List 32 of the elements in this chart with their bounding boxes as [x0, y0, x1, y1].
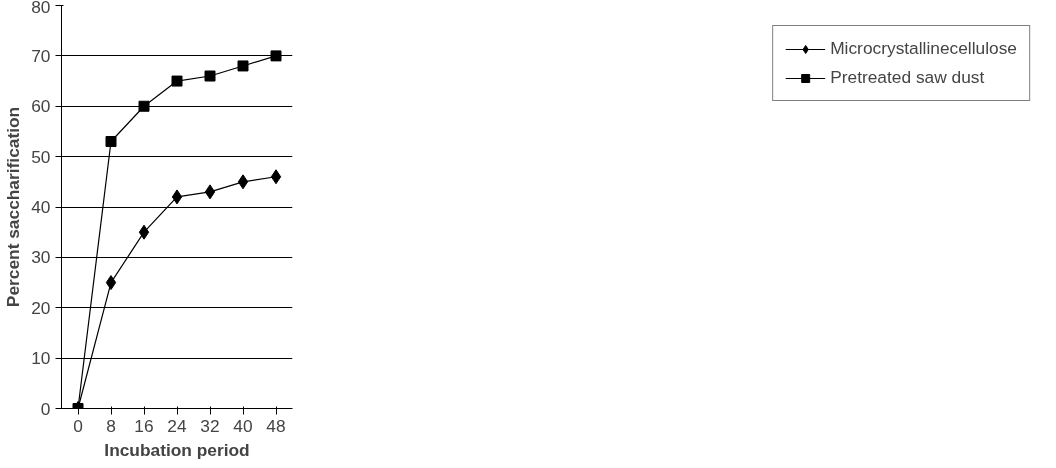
legend-label: Pretreated saw dust: [830, 67, 985, 88]
point: [204, 70, 216, 82]
point: [237, 174, 249, 190]
y-tick-label: 80: [31, 0, 51, 17]
y-tick-label: 0: [40, 398, 51, 419]
point: [270, 50, 282, 62]
y-tick-label: 70: [31, 45, 51, 66]
y-tick-label: 50: [31, 146, 51, 167]
y-tick-label: 10: [31, 348, 51, 369]
y-tick-label: 20: [31, 297, 51, 318]
y-tick-label: 60: [31, 96, 51, 117]
x-tick-label: 24: [167, 415, 187, 436]
point: [237, 60, 249, 72]
y-tick-label: 30: [31, 247, 51, 268]
x-tick-label: 16: [134, 415, 154, 436]
x-tick-label: 48: [266, 415, 286, 436]
legend-label: Microcrystallinecellulose: [830, 38, 1017, 59]
point: [171, 75, 183, 87]
point: [105, 136, 117, 148]
x-tick-label: 8: [106, 415, 116, 436]
x-tick-label: 40: [233, 415, 253, 436]
x-tick-label: 0: [73, 415, 83, 436]
x-tick-label: 32: [200, 415, 220, 436]
point: [204, 184, 216, 200]
point: [270, 169, 282, 185]
point: [171, 189, 183, 205]
y-axis-title: Percent saccharification: [3, 106, 24, 308]
point: [138, 100, 150, 112]
x-axis-title: Incubation period: [104, 439, 250, 460]
point: [138, 224, 150, 240]
y-tick-label: 40: [31, 197, 51, 217]
point: [105, 275, 117, 291]
